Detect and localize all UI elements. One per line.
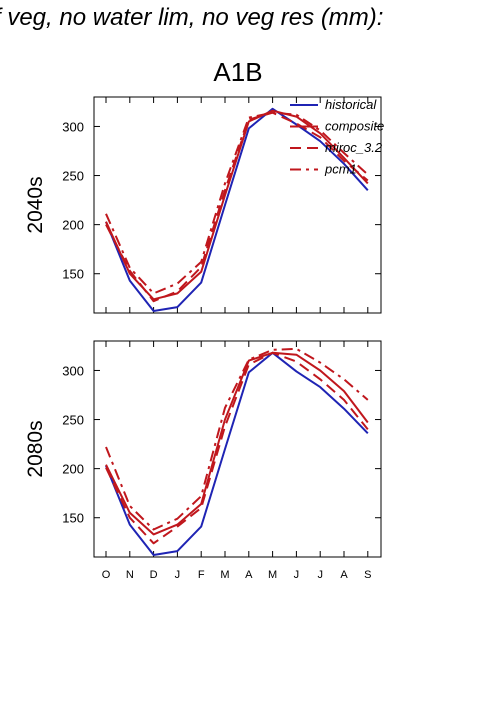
y-tick-label: 250 [62, 169, 84, 184]
row-label: 2080s [24, 420, 47, 477]
x-tick-label: M [268, 569, 277, 581]
page-title: f veg, no water lim, no veg res (mm): [0, 4, 384, 31]
series-line-composite [105, 351, 369, 536]
legend-label: miroc_3.2 [325, 140, 383, 155]
x-tick-label: O [102, 569, 111, 581]
plot-frame [93, 340, 382, 558]
x-tick-label: A [245, 569, 253, 581]
legend-label: composite [325, 119, 384, 134]
y-tick-label: 150 [62, 511, 84, 526]
y-tick-label: 200 [62, 462, 84, 477]
y-tick-label: 300 [62, 119, 84, 134]
y-tick-label: 250 [62, 413, 84, 428]
x-tick-label: F [198, 569, 205, 581]
y-tick-label: 150 [62, 267, 84, 282]
x-tick-label: S [364, 569, 371, 581]
panel-2: 150 200 250 300 O N D J F M A M J J A S 2080s [24, 340, 382, 581]
y-tick-label: 200 [62, 218, 84, 233]
x-tick-label: J [317, 569, 323, 581]
x-tick-label: D [150, 569, 158, 581]
plot-frame [93, 96, 382, 314]
legend: historical composite miroc_3.2 pcm1 [290, 97, 384, 177]
legend-label: pcm1 [324, 162, 357, 177]
series-line-composite [105, 109, 369, 301]
series-line-historical [105, 351, 369, 556]
series-line-pcm1 [105, 111, 369, 295]
page-title-wrap: f veg, no water lim, no veg res (mm): [0, 4, 501, 34]
x-tick-label: J [294, 569, 300, 581]
x-tick-label: N [126, 569, 134, 581]
y-tick-label: 300 [62, 363, 84, 378]
panel-1: 150 200 250 300 2040s [24, 96, 382, 314]
series-line-pcm1 [105, 347, 369, 531]
row-label: 2040s [24, 176, 47, 233]
x-tick-label: M [220, 569, 229, 581]
x-tick-label: A [340, 569, 348, 581]
legend-label: historical [325, 97, 377, 112]
x-tick-label: J [175, 569, 181, 581]
chart-title: A1B [213, 57, 262, 87]
series-line-miroc-3-2 [105, 351, 369, 545]
series-line-historical [105, 107, 369, 312]
